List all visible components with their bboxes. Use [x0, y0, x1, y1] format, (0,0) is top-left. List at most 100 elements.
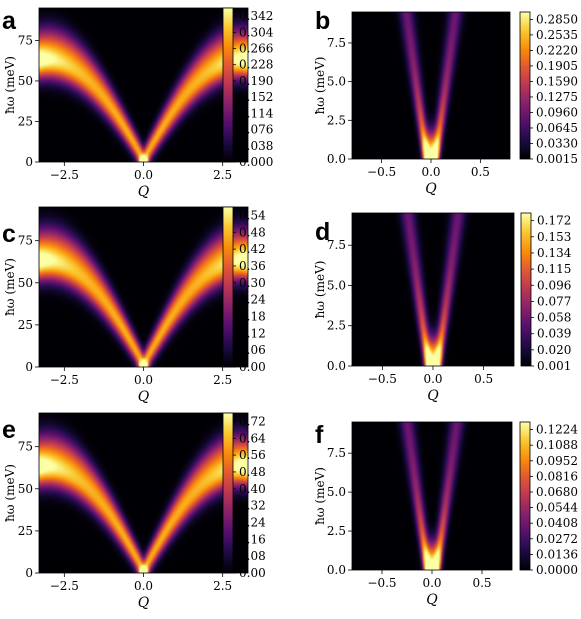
y-tick-label: 7.5 [327, 446, 346, 460]
x-tick-label: 0.0 [423, 372, 442, 386]
colorbar-tick-label: 0.18 [239, 309, 266, 323]
colorbar [223, 207, 233, 367]
colorbar-frame [222, 7, 234, 163]
colorbar-tick-label: 0.0544 [536, 501, 578, 515]
x-tick-label: 0.0 [422, 576, 441, 590]
colorbar-tick-label: 0.038 [239, 139, 273, 153]
colorbar-tick-label: 0.64 [239, 431, 266, 445]
colorbar-tick-label: 0.56 [239, 448, 266, 462]
y-tick-label: 50 [18, 74, 33, 88]
panel-d: d −0.5 0.0 0.5 0.0 2.5 5.0 7.5 Qħω (meV) 0.172 0.1… [313, 212, 572, 404]
colorbar-tick-label: 0.1224 [536, 423, 578, 437]
colorbar-tick-label: 0.001 [537, 359, 571, 373]
colorbar-tick-label: 0.1275 [536, 90, 578, 104]
y-tick-label: 50 [18, 482, 33, 496]
colorbar-tick-label: 0.32 [239, 499, 266, 513]
colorbar-tick-label: 0.40 [239, 482, 266, 496]
panel-label: b [315, 7, 330, 35]
x-axis-label: Q [426, 592, 438, 608]
colorbar-tick-label: 0.077 [537, 294, 571, 308]
colorbar-tick-label: 0.06 [239, 343, 266, 357]
y-axis-label: ħω (meV) [313, 467, 327, 525]
colorbar-tick-label: 0.134 [537, 246, 572, 260]
colorbar-tick-label: 0.0960 [536, 105, 578, 119]
x-tick-label: 0.0 [134, 373, 153, 387]
colorbar-tick-label: 0.08 [239, 549, 266, 563]
heatmap-image [352, 12, 510, 159]
panel-label: f [315, 421, 324, 449]
x-tick-label: 2.5 [213, 168, 232, 182]
colorbar-tick-label: 0.020 [537, 343, 571, 357]
colorbar-tick-label: 0.0680 [536, 485, 578, 499]
y-axis-label: ħω (meV) [3, 258, 17, 316]
panel-b: b −0.5 0.0 0.5 0.0 2.5 5.0 7.5 Qħω (meV) 0.2850 0.… [313, 7, 578, 197]
colorbar-tick-label: 0.058 [537, 311, 571, 325]
colorbar-tick-label: 0.42 [239, 242, 266, 256]
colorbar-tick-label: 0.190 [239, 74, 273, 88]
y-tick-label: 5.0 [327, 485, 346, 499]
heatmap-image [352, 422, 512, 570]
y-tick-label: 0.0 [327, 152, 346, 166]
x-axis-label: Q [138, 184, 150, 200]
x-tick-label: 2.5 [213, 579, 232, 593]
y-tick-label: 2.5 [327, 524, 346, 538]
y-tick-label: 25 [18, 114, 33, 128]
y-tick-label: 7.5 [327, 238, 346, 252]
colorbar-tick-label: 0.2535 [536, 28, 578, 42]
x-tick-label: 0.5 [471, 165, 490, 179]
heatmap-image [39, 413, 248, 573]
colorbar-tick-label: 0.0952 [536, 454, 578, 468]
colorbar-tick-label: 0.0000 [536, 563, 578, 577]
x-tick-label: 2.5 [213, 373, 232, 387]
colorbar-frame [519, 11, 531, 160]
x-tick-label: 0.5 [474, 372, 493, 386]
colorbar-tick-label: 0.0272 [536, 532, 578, 546]
colorbar-tick-label: 0.304 [239, 25, 274, 39]
x-axis-label: Q [138, 389, 150, 405]
colorbar-tick-label: 0.0136 [536, 547, 578, 561]
colorbar [520, 12, 530, 159]
colorbar-tick-label: 0.48 [239, 225, 266, 239]
colorbar-frame [222, 412, 234, 574]
panel-a: a −2.5 0.0 2.5 0 25 50 75 Qħω (meV) 0.342 0.304 0.2… [2, 7, 274, 200]
y-axis-label: ħω (meV) [3, 464, 17, 522]
x-tick-label: −2.5 [50, 168, 79, 182]
colorbar-tick-label: 0.12 [239, 326, 266, 340]
y-tick-label: 0.0 [327, 359, 346, 373]
x-tick-label: −2.5 [50, 579, 79, 593]
colorbar-tick-label: 0.00 [239, 360, 266, 374]
colorbar [223, 8, 233, 162]
y-axis-label: ħω (meV) [313, 57, 327, 115]
y-tick-label: 0 [25, 155, 33, 169]
x-tick-label: 0.0 [134, 579, 153, 593]
colorbar-tick-label: 0.16 [239, 532, 266, 546]
x-axis-label: Q [138, 595, 150, 611]
colorbar-tick-label: 0.0408 [536, 516, 578, 530]
panel-c: c −2.5 0.0 2.5 0 25 50 75 Qħω (meV) 0.54 0.48 0.42 0… [2, 206, 266, 405]
colorbar-tick-label: 0.076 [239, 123, 273, 137]
x-tick-label: −0.5 [368, 372, 397, 386]
colorbar-tick-label: 0.0015 [536, 152, 578, 166]
x-tick-label: 0.0 [134, 168, 153, 182]
y-tick-label: 25 [18, 524, 33, 538]
colorbar-frame [520, 212, 532, 367]
x-tick-label: 0.5 [472, 576, 491, 590]
x-tick-label: 0.0 [421, 165, 440, 179]
heatmap-image [39, 207, 248, 367]
colorbar-tick-label: 0.172 [537, 214, 571, 228]
y-tick-label: 5.0 [327, 75, 346, 89]
y-tick-label: 7.5 [327, 36, 346, 50]
colorbar [520, 422, 530, 570]
colorbar-tick-label: 0.30 [239, 276, 266, 290]
colorbar [223, 413, 233, 573]
colorbar-tick-label: 0.342 [239, 9, 273, 23]
colorbar-tick-label: 0.153 [537, 230, 571, 244]
colorbar-tick-label: 0.115 [537, 262, 571, 276]
x-axis-label: Q [427, 388, 439, 404]
colorbar-tick-label: 0.000 [239, 155, 273, 169]
y-tick-label: 75 [18, 33, 33, 47]
y-tick-label: 5.0 [327, 278, 346, 292]
x-tick-label: −2.5 [50, 373, 79, 387]
colorbar-tick-label: 0.24 [239, 515, 266, 529]
